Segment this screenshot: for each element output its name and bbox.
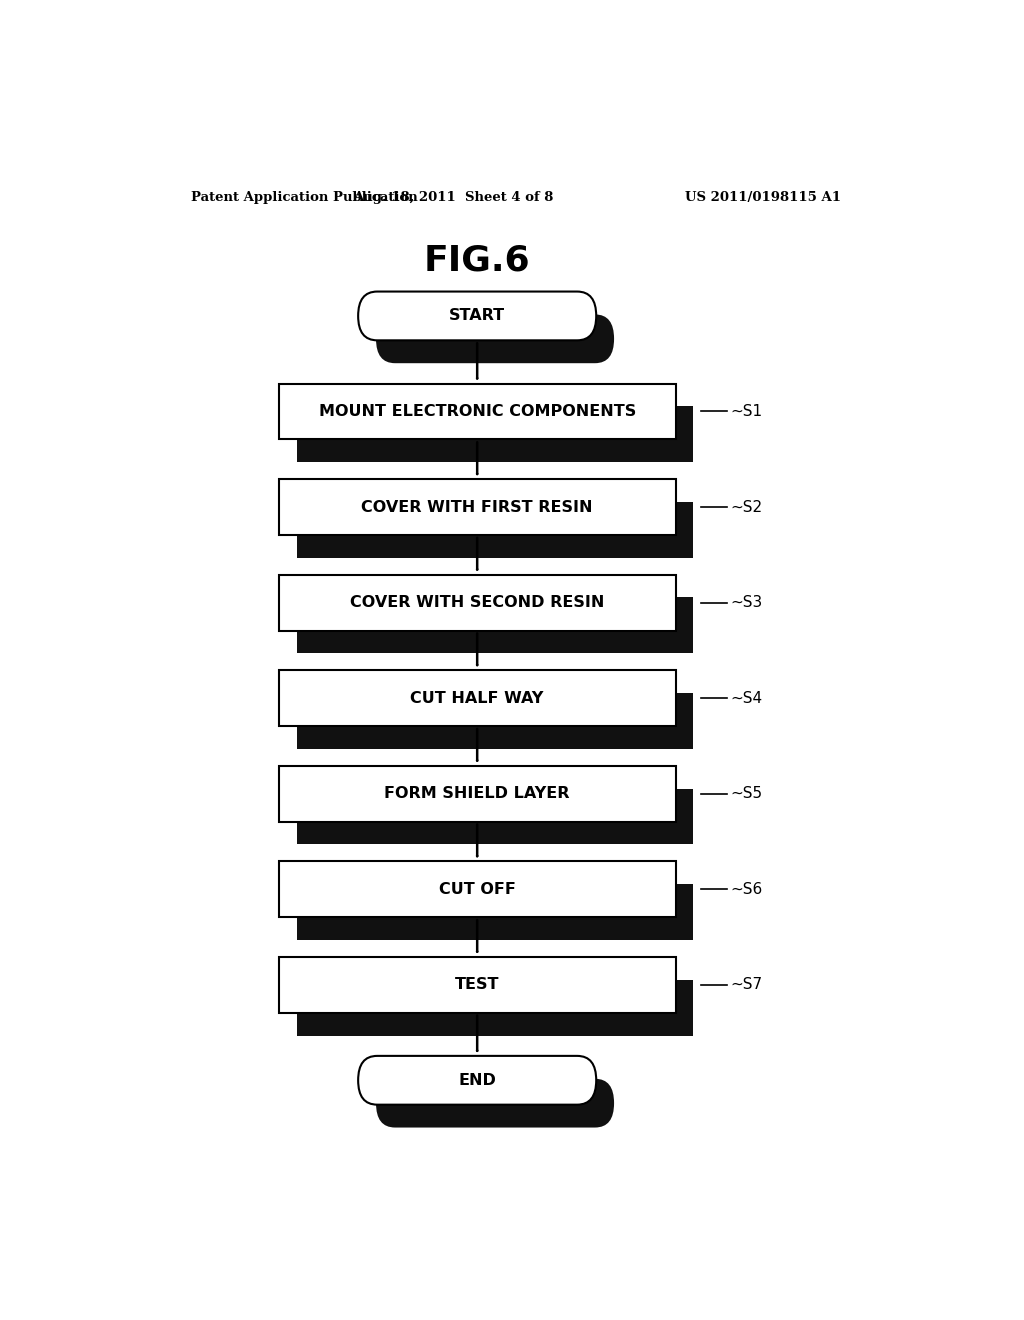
Text: ~S2: ~S2 [731,499,763,515]
Bar [279,766,676,821]
FancyBboxPatch shape [376,314,614,363]
Bar [297,884,693,940]
Text: ~S6: ~S6 [731,882,763,896]
Text: ~S3: ~S3 [731,595,763,610]
Text: FIG.6: FIG.6 [424,243,530,277]
Text: Aug. 18, 2011  Sheet 4 of 8: Aug. 18, 2011 Sheet 4 of 8 [353,190,554,203]
Text: FORM SHIELD LAYER: FORM SHIELD LAYER [384,787,570,801]
Bar [279,671,676,726]
Text: COVER WITH FIRST RESIN: COVER WITH FIRST RESIN [361,499,593,515]
Text: CUT HALF WAY: CUT HALF WAY [411,690,544,706]
FancyBboxPatch shape [358,1056,596,1105]
Text: END: END [459,1073,496,1088]
Bar [297,598,693,653]
Text: ~S7: ~S7 [731,977,763,993]
Bar [279,479,676,535]
Bar [297,693,693,748]
Text: START: START [450,309,505,323]
Bar [297,788,693,845]
Bar [297,407,693,462]
FancyBboxPatch shape [358,292,596,341]
Bar [279,957,676,1012]
Text: TEST: TEST [455,977,500,993]
Text: ~S4: ~S4 [731,690,763,706]
Bar [297,979,693,1036]
Text: Patent Application Publication: Patent Application Publication [191,190,418,203]
Text: CUT OFF: CUT OFF [438,882,516,896]
FancyBboxPatch shape [376,1078,614,1127]
Text: ~S5: ~S5 [731,787,763,801]
Bar [279,384,676,440]
Text: ~S1: ~S1 [731,404,763,418]
Bar [279,574,676,631]
Bar [279,861,676,917]
Text: US 2011/0198115 A1: US 2011/0198115 A1 [685,190,841,203]
Text: COVER WITH SECOND RESIN: COVER WITH SECOND RESIN [350,595,604,610]
Bar [297,502,693,558]
Text: MOUNT ELECTRONIC COMPONENTS: MOUNT ELECTRONIC COMPONENTS [318,404,636,418]
